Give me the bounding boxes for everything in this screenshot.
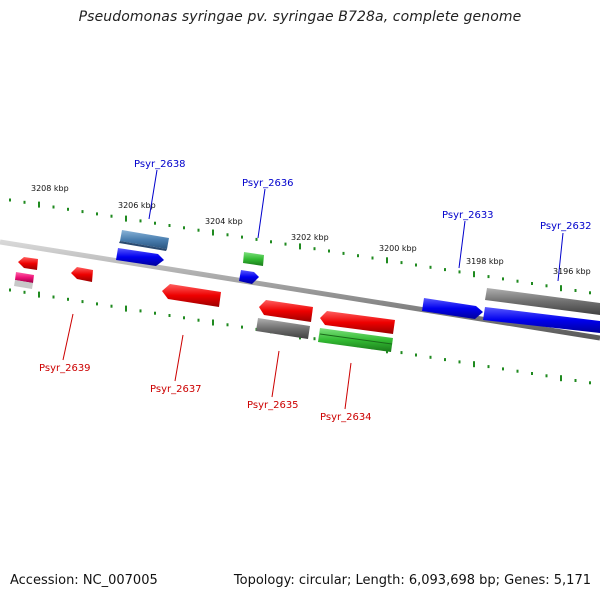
- genome-title: Pseudomonas syringae pv. syringae B728a,…: [78, 9, 522, 25]
- gene-psyr-2632-pseudo[interactable]: [485, 288, 600, 315]
- gene-psyr-2636[interactable]: [243, 252, 264, 266]
- leader-psyr-2638: [148, 169, 158, 220]
- label-psyr-2634[interactable]: Psyr_2634: [320, 412, 372, 423]
- tick-label-3196: 3196 kbp: [553, 267, 591, 276]
- accession-text: Accession: NC_007005: [10, 573, 158, 588]
- label-psyr-2637[interactable]: Psyr_2637: [150, 384, 202, 395]
- label-psyr-2633[interactable]: Psyr_2633: [442, 210, 494, 221]
- tick-label-3198: 3198 kbp: [466, 257, 504, 266]
- gene-psyr-2634-red[interactable]: [320, 311, 395, 334]
- leader-psyr-2632: [557, 232, 564, 282]
- label-leaders: [62, 169, 564, 410]
- gene-psyr-2638[interactable]: [119, 230, 169, 251]
- gene-psyr-2639[interactable]: [71, 267, 93, 282]
- label-psyr-2632[interactable]: Psyr_2632: [540, 221, 592, 232]
- gene-psyr-2634[interactable]: [318, 328, 393, 352]
- leader-psyr-2633: [458, 220, 466, 269]
- tick-label-3200: 3200 kbp: [379, 244, 417, 253]
- gene-psyr-2632[interactable]: [483, 307, 600, 333]
- leader-psyr-2636: [257, 188, 266, 239]
- tick-label-3206: 3206 kbp: [118, 201, 156, 210]
- gene-psyr-2635-red[interactable]: [259, 300, 313, 322]
- genome-summary-text: Topology: circular; Length: 6,093,698 bp…: [233, 573, 591, 588]
- label-psyr-2636[interactable]: Psyr_2636: [242, 178, 294, 189]
- tick-label-3202: 3202 kbp: [291, 233, 329, 242]
- gene-psyr-2637[interactable]: [162, 284, 221, 307]
- label-psyr-2638[interactable]: Psyr_2638: [134, 159, 186, 170]
- gene-left-pink[interactable]: [14, 272, 34, 289]
- gene-psyr-2633[interactable]: [422, 298, 483, 319]
- gene-forward-arrow[interactable]: [116, 248, 164, 266]
- reverse-gene-labels: Psyr_2639 Psyr_2637 Psyr_2635 Psyr_2634: [39, 363, 372, 423]
- tick-label-3204: 3204 kbp: [205, 217, 243, 226]
- leader-psyr-2634: [344, 362, 352, 410]
- scale-tick-labels: 3208 kbp 3206 kbp 3204 kbp 3202 kbp 3200…: [31, 184, 591, 276]
- leader-psyr-2635: [271, 350, 280, 398]
- reverse-genes: [14, 257, 395, 352]
- gene-small-forward-arrow[interactable]: [239, 270, 259, 284]
- tick-label-3208: 3208 kbp: [31, 184, 69, 193]
- genome-backbone: [0, 239, 600, 341]
- label-psyr-2635[interactable]: Psyr_2635: [247, 400, 299, 411]
- leader-psyr-2639: [62, 313, 74, 361]
- gene-left-red-arrow[interactable]: [18, 257, 38, 270]
- leader-psyr-2637: [174, 334, 184, 382]
- gene-psyr-2635[interactable]: [256, 318, 310, 339]
- label-psyr-2639[interactable]: Psyr_2639: [39, 363, 91, 374]
- forward-gene-labels: Psyr_2638 Psyr_2636 Psyr_2633 Psyr_2632: [134, 159, 592, 232]
- forward-genes: [116, 230, 600, 333]
